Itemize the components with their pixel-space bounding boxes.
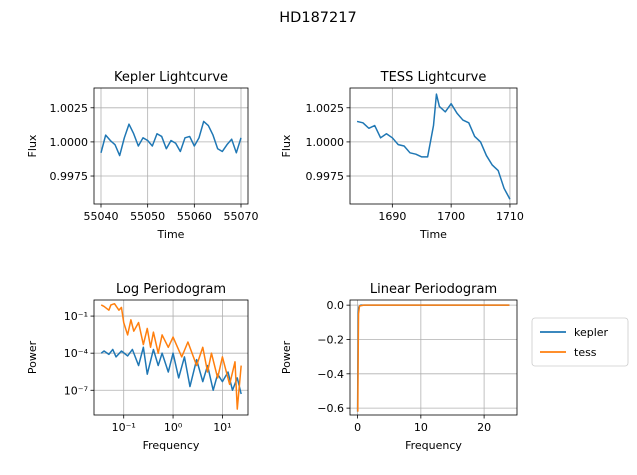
panel-title: Kepler Lightcurve [114,70,228,85]
x-tick-label: 55070 [224,210,259,223]
x-axis-label: Time [419,228,447,241]
y-tick-label: 10⁻¹ [64,310,88,323]
y-tick-label: 0.0 [327,299,345,312]
log-periodogram-panel: 10⁻¹ 10⁰ 10¹ 10⁻⁷ 10⁻⁴ 10⁻¹ Log Periodogram Fre… [26,282,249,452]
x-tick-label: 1710 [496,210,524,223]
y-axis-label: Flux [26,134,39,157]
legend-label-tess: tess [574,346,597,359]
y-axis-label: Power [280,340,293,374]
axes-frame [93,299,249,416]
x-tick-label: 10⁰ [164,421,183,434]
y-tick-label: 1.0025 [50,102,89,115]
x-tick-label: 1690 [378,210,406,223]
series-line-kepler [100,346,242,395]
x-tick-label: 55040 [84,210,119,223]
legend-box [531,317,629,367]
panel-title: Log Periodogram [116,282,226,297]
series-line-kepler [100,120,242,157]
kepler-lightcurve-panel: 55040 55050 55060 55070 0.9975 1.0000 1.0025 Ke… [26,70,259,241]
x-axis-label: Frequency [405,439,462,452]
series-line-tess [357,304,510,412]
y-tick-label: 0.9975 [306,170,345,183]
x-tick-label: 10¹ [213,421,231,434]
figure-suptitle: HD187217 [279,10,356,26]
x-tick-label: 55060 [177,210,212,223]
y-tick-label: 1.0025 [306,102,345,115]
y-tick-label: 1.0000 [306,136,345,149]
y-tick-label: 10⁻⁷ [64,384,88,397]
y-tick-label: −0.4 [317,368,344,381]
x-tick-label: 20 [477,421,491,434]
axes-frame [349,87,518,205]
x-tick-label: 1700 [437,210,465,223]
x-tick-label: 55050 [130,210,165,223]
x-axis-label: Time [157,228,185,241]
x-axis-label: Frequency [143,439,200,452]
y-tick-label: −0.2 [317,333,344,346]
y-axis-label: Power [26,340,39,374]
series-line-tess [356,93,511,200]
y-tick-label: 10⁻⁴ [64,347,89,360]
panel-title: Linear Periodogram [370,282,497,297]
y-axis-label: Flux [280,134,293,157]
x-tick-label: 10 [414,421,428,434]
y-tick-label: −0.6 [317,402,344,415]
legend: kepler tess [531,317,629,367]
axes-frame [93,87,249,205]
axes-frame [349,299,518,416]
linear-periodogram-panel: 0 10 20 −0.6 −0.4 −0.2 0.0 Linear Periodogram Fr… [280,282,518,452]
x-tick-label: 0 [354,421,361,434]
legend-label-kepler: kepler [574,326,609,339]
x-tick-label: 10⁻¹ [112,421,136,434]
tess-lightcurve-panel: 1690 1700 1710 0.9975 1.0000 1.0025 TESS Light… [280,70,524,241]
y-tick-label: 0.9975 [50,170,89,183]
series-line-tess [100,302,242,410]
y-tick-label: 1.0000 [50,136,89,149]
panel-title: TESS Lightcurve [380,70,487,85]
